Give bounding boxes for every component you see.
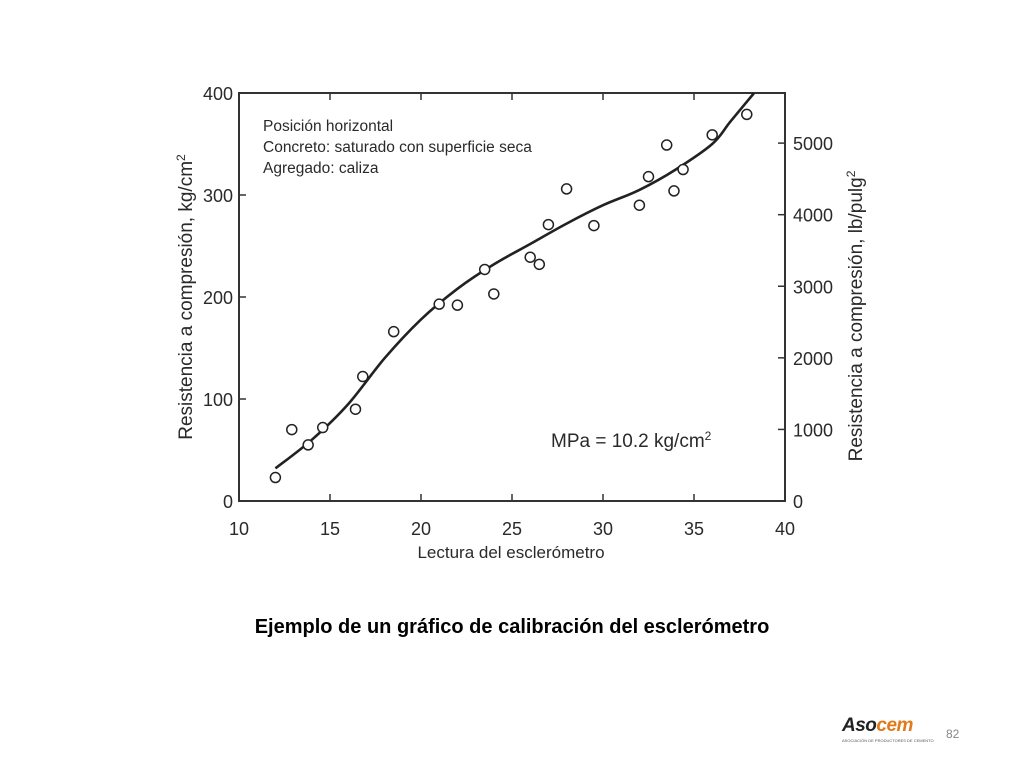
data-point (433, 298, 445, 310)
figure-caption: Ejemplo de un gráfico de calibración del… (254, 616, 770, 638)
logo-tagline: ASOCIACIÓN DE PRODUCTORES DE CEMENTO (842, 738, 934, 743)
x-tick-label: 25 (502, 519, 522, 539)
y-tick-label-left: 300 (203, 186, 233, 206)
data-point (316, 421, 329, 434)
x-axis-label: Lectura del esclerómetro (417, 543, 604, 562)
y-tick-label-right: 0 (793, 492, 803, 512)
y-tick-label-left: 100 (203, 390, 233, 410)
y-tick-label-right: 3000 (793, 277, 833, 297)
y-tick-label-left: 400 (203, 84, 233, 104)
data-point (533, 258, 546, 271)
x-tick-label: 15 (320, 519, 340, 539)
y-tick-label-left: 0 (223, 492, 233, 512)
data-point (588, 219, 600, 232)
y-axis-label-right: Resistencia a compresión, lb/pulg2 (844, 170, 867, 461)
data-point (633, 199, 646, 211)
data-point (668, 185, 680, 197)
data-point (741, 108, 753, 121)
data-point (524, 251, 536, 263)
x-tick-label: 40 (775, 519, 795, 539)
y-tick-label-right: 4000 (793, 206, 833, 226)
y-tick-label-left: 200 (203, 288, 233, 308)
y-tick-label-right: 1000 (793, 420, 833, 440)
data-point (349, 403, 362, 415)
x-tick-label: 10 (229, 519, 249, 539)
data-point (387, 325, 400, 338)
page-number: 82 (946, 727, 960, 741)
x-tick-label: 35 (684, 519, 704, 539)
x-tick-label: 20 (411, 519, 431, 539)
data-point (542, 218, 555, 231)
x-tick-label: 30 (593, 519, 613, 539)
data-point (660, 139, 673, 151)
annotation-position: Posición horizontal (263, 118, 393, 135)
y-tick-label-right: 2000 (793, 349, 833, 369)
data-point (642, 170, 655, 183)
data-point (286, 423, 298, 436)
annotation-aggregate: Agregado: caliza (263, 160, 379, 177)
data-point (488, 288, 500, 300)
fit-line (274, 92, 756, 470)
logo-wordmark: Asocem (842, 715, 913, 736)
data-point (478, 263, 491, 276)
conversion-note: MPa = 10.2 kg/cm2 (551, 429, 712, 452)
y-axis-label-left: Resistencia a compresión, kg/cm2 (174, 154, 197, 440)
data-point (560, 183, 573, 195)
y-tick-label-right: 5000 (793, 134, 833, 154)
data-point (706, 129, 718, 141)
data-point (451, 299, 464, 311)
data-point (302, 439, 314, 451)
data-point (357, 370, 369, 383)
data-point (677, 163, 689, 176)
asocem-logo: Asocem ASOCIACIÓN DE PRODUCTORES DE CEME… (842, 713, 942, 749)
data-point (269, 471, 282, 484)
annotation-concrete: Concreto: saturado con superficie seca (263, 139, 532, 156)
